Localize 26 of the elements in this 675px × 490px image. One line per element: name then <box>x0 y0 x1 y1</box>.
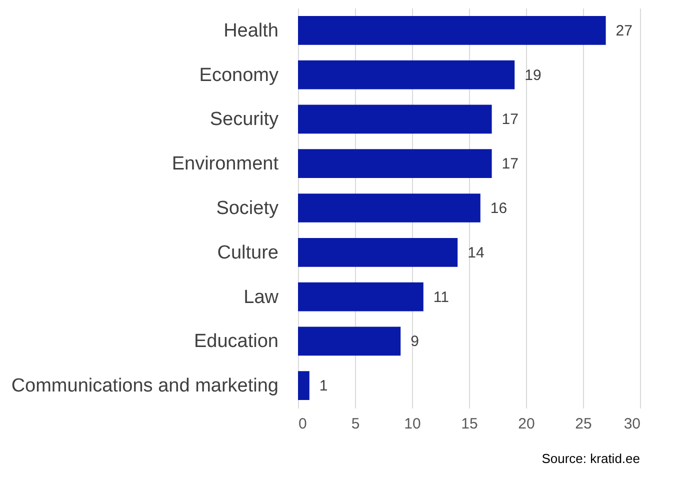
y-tick-label: Environment <box>172 154 280 175</box>
data-label: 9 <box>410 333 419 350</box>
y-tick-label: Communications and marketing <box>11 376 278 397</box>
x-tick-label: 20 <box>518 416 535 432</box>
source-note: Source: kratid.ee <box>542 451 640 466</box>
data-label: 14 <box>468 244 484 262</box>
y-tick-label: Culture <box>217 242 278 264</box>
data-label: 27 <box>616 22 632 40</box>
x-tick-label: 25 <box>575 416 592 432</box>
y-tick-label: Society <box>216 198 279 219</box>
x-tick-label: 0 <box>298 416 307 432</box>
y-tick-label: Security <box>210 109 279 130</box>
y-tick-label: Law <box>244 286 279 308</box>
x-tick-label: 5 <box>351 416 360 432</box>
y-tick-label: Economy <box>199 64 279 86</box>
y-tick-label: Education <box>194 331 278 352</box>
x-tick-label: 30 <box>624 416 640 432</box>
data-label: 17 <box>502 156 518 173</box>
data-label: 16 <box>490 200 508 217</box>
data-label: 19 <box>524 66 542 84</box>
data-label: 1 <box>319 378 328 395</box>
data-label: 11 <box>433 288 449 306</box>
data-label: 17 <box>502 111 518 128</box>
x-tick-label: 15 <box>461 416 478 432</box>
x-tick-label: 10 <box>404 416 421 432</box>
y-tick-label: Health <box>224 20 278 42</box>
